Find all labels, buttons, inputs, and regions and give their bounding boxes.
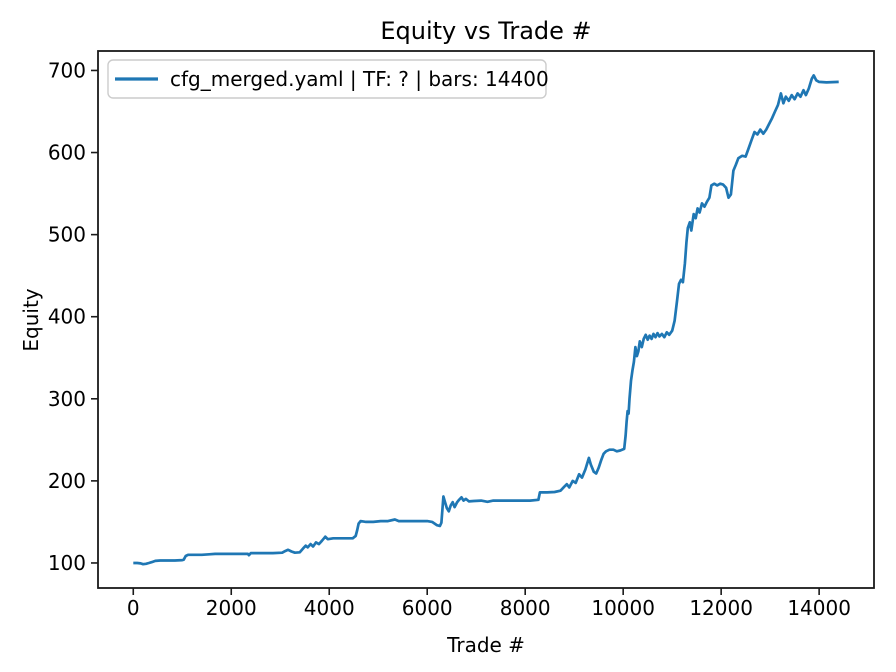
- axis-ticks: 0 2000 4000 6000 8000 10000 12000 14000 100 200 30…: [48, 58, 851, 620]
- legend: cfg_merged.yaml | TF: ? | bars: 14400: [107, 59, 549, 99]
- y-tick-label: 600: [48, 141, 86, 165]
- chart-title: Equity vs Trade #: [380, 17, 591, 45]
- legend-box: [107, 59, 547, 99]
- y-tick-label: 300: [48, 387, 86, 411]
- y-tick-label: 700: [48, 58, 86, 82]
- plot-border: [97, 50, 875, 589]
- x-tick-label: 12000: [689, 596, 753, 620]
- y-tick-label: 200: [48, 469, 86, 493]
- x-axis-label: Trade #: [446, 633, 525, 657]
- x-tick-label: 6000: [402, 596, 453, 620]
- legend-label: cfg_merged.yaml | TF: ? | bars: 14400: [170, 67, 549, 91]
- x-tick-label: 8000: [500, 596, 551, 620]
- y-tick-label: 400: [48, 305, 86, 329]
- y-axis-label: Equity: [19, 288, 43, 351]
- x-tick-label: 10000: [591, 596, 655, 620]
- x-tick-label: 0: [127, 596, 140, 620]
- x-tick-label: 14000: [787, 596, 851, 620]
- y-tick-label: 500: [48, 223, 86, 247]
- y-tick-label: 100: [48, 551, 86, 575]
- equity-curve: [133, 74, 839, 566]
- plot-area: [133, 74, 839, 566]
- x-tick-label: 2000: [206, 596, 257, 620]
- x-tick-label: 4000: [304, 596, 355, 620]
